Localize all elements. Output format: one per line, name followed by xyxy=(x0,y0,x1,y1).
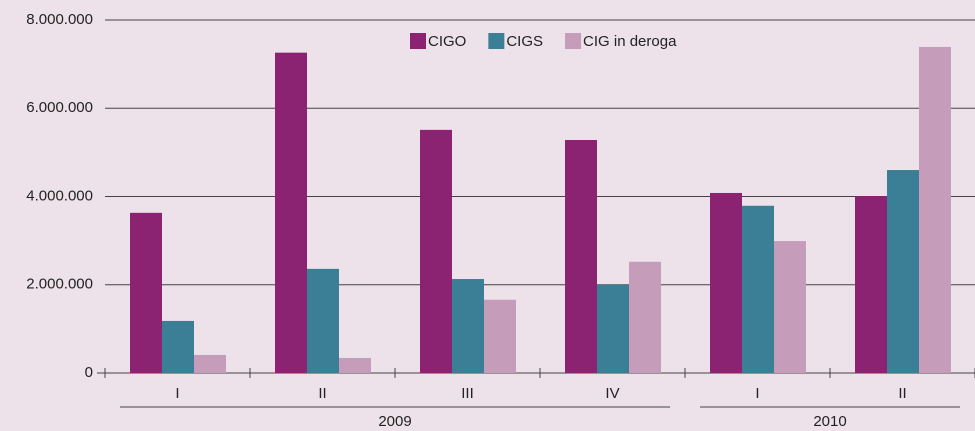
bar xyxy=(774,241,806,373)
bar xyxy=(162,320,194,373)
bar xyxy=(194,354,226,373)
y-tick-label: 2.000.000 xyxy=(26,276,93,293)
legend-swatch xyxy=(488,33,505,49)
x-tick-label: I xyxy=(175,385,179,402)
y-tick-label: 8.000.000 xyxy=(26,11,93,28)
x-tick-label: III xyxy=(461,385,474,402)
bar xyxy=(275,52,307,374)
bar xyxy=(130,212,162,373)
bar xyxy=(710,192,742,373)
legend-label: CIG in deroga xyxy=(583,33,677,50)
y-tick-label: 0 xyxy=(85,364,93,381)
y-tick-label: 4.000.000 xyxy=(26,187,93,204)
bar xyxy=(887,170,919,373)
bar xyxy=(484,299,516,373)
x-tick-label: II xyxy=(898,385,906,402)
bar xyxy=(629,261,661,373)
bar xyxy=(420,129,452,373)
bar xyxy=(855,196,887,373)
legend-swatch xyxy=(410,33,426,49)
x-tick-label: II xyxy=(318,385,326,402)
bar xyxy=(339,357,371,373)
legend-label: CIGS xyxy=(506,33,543,50)
legend-swatch xyxy=(565,33,582,49)
y-tick-label: 6.000.000 xyxy=(26,99,93,116)
bar xyxy=(452,279,484,373)
group-label: 2009 xyxy=(378,413,411,430)
bar xyxy=(919,46,951,373)
x-tick-label: IV xyxy=(605,385,619,402)
bar xyxy=(742,205,774,373)
group-label: 2010 xyxy=(813,413,846,430)
x-tick-label: I xyxy=(755,385,759,402)
bar xyxy=(565,140,597,373)
bar xyxy=(597,284,629,373)
legend-label: CIGO xyxy=(428,33,466,50)
bar xyxy=(307,268,339,373)
